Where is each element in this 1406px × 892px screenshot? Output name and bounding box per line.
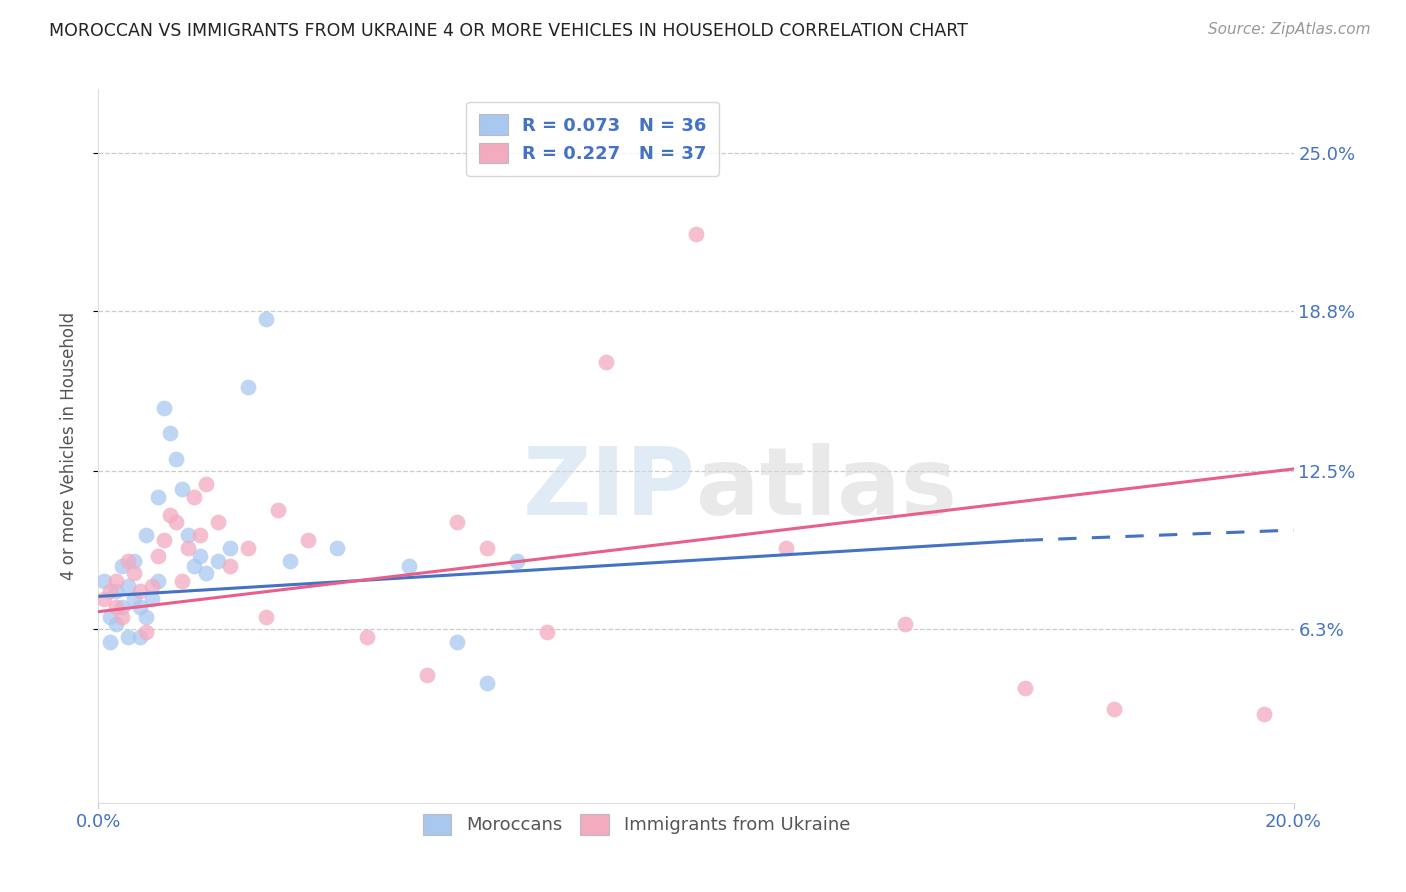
Point — [129, 584, 152, 599]
Point — [685, 227, 707, 242]
Point — [254, 311, 277, 326]
Point — [153, 533, 176, 548]
Point — [98, 609, 122, 624]
Point — [183, 558, 205, 573]
Point — [177, 528, 200, 542]
Point — [105, 617, 128, 632]
Point — [159, 426, 181, 441]
Point — [446, 516, 468, 530]
Point — [183, 490, 205, 504]
Point — [153, 401, 176, 415]
Point — [297, 533, 319, 548]
Point — [475, 541, 498, 555]
Point — [98, 635, 122, 649]
Point — [1253, 706, 1275, 721]
Point — [117, 554, 139, 568]
Y-axis label: 4 or more Vehicles in Household: 4 or more Vehicles in Household — [59, 312, 77, 580]
Point — [165, 516, 187, 530]
Point — [117, 630, 139, 644]
Text: Source: ZipAtlas.com: Source: ZipAtlas.com — [1208, 22, 1371, 37]
Point — [446, 635, 468, 649]
Point — [894, 617, 917, 632]
Point — [124, 591, 146, 606]
Point — [267, 502, 290, 516]
Point — [195, 477, 218, 491]
Point — [124, 554, 146, 568]
Point — [135, 609, 157, 624]
Point — [278, 554, 301, 568]
Point — [135, 625, 157, 640]
Point — [124, 566, 146, 581]
Text: MOROCCAN VS IMMIGRANTS FROM UKRAINE 4 OR MORE VEHICLES IN HOUSEHOLD CORRELATION : MOROCCAN VS IMMIGRANTS FROM UKRAINE 4 OR… — [49, 22, 969, 40]
Text: atlas: atlas — [696, 442, 957, 535]
Point — [177, 541, 200, 555]
Point — [105, 584, 128, 599]
Point — [219, 558, 242, 573]
Point — [141, 579, 163, 593]
Point — [105, 574, 128, 588]
Point — [254, 609, 277, 624]
Point — [111, 609, 134, 624]
Point — [207, 516, 229, 530]
Point — [172, 483, 194, 497]
Point — [775, 541, 797, 555]
Point — [475, 676, 498, 690]
Point — [506, 554, 529, 568]
Text: ZIP: ZIP — [523, 442, 696, 535]
Point — [111, 558, 134, 573]
Point — [135, 528, 157, 542]
Point — [129, 599, 152, 614]
Point — [207, 554, 229, 568]
Point — [141, 591, 163, 606]
Point — [398, 558, 420, 573]
Point — [117, 579, 139, 593]
Point — [159, 508, 181, 522]
Point — [172, 574, 194, 588]
Point — [595, 355, 617, 369]
Point — [165, 451, 187, 466]
Point — [188, 549, 211, 563]
Point — [236, 380, 259, 394]
Point — [536, 625, 558, 640]
Point — [105, 599, 128, 614]
Point — [148, 490, 170, 504]
Point — [326, 541, 349, 555]
Point — [188, 528, 211, 542]
Legend: Moroccans, Immigrants from Ukraine: Moroccans, Immigrants from Ukraine — [411, 801, 862, 847]
Point — [111, 599, 134, 614]
Point — [356, 630, 378, 644]
Point — [93, 574, 115, 588]
Point — [129, 630, 152, 644]
Point — [1104, 701, 1126, 715]
Point — [195, 566, 218, 581]
Point — [219, 541, 242, 555]
Point — [1014, 681, 1036, 695]
Point — [98, 584, 122, 599]
Point — [236, 541, 259, 555]
Point — [148, 549, 170, 563]
Point — [93, 591, 115, 606]
Point — [416, 668, 439, 682]
Point — [148, 574, 170, 588]
